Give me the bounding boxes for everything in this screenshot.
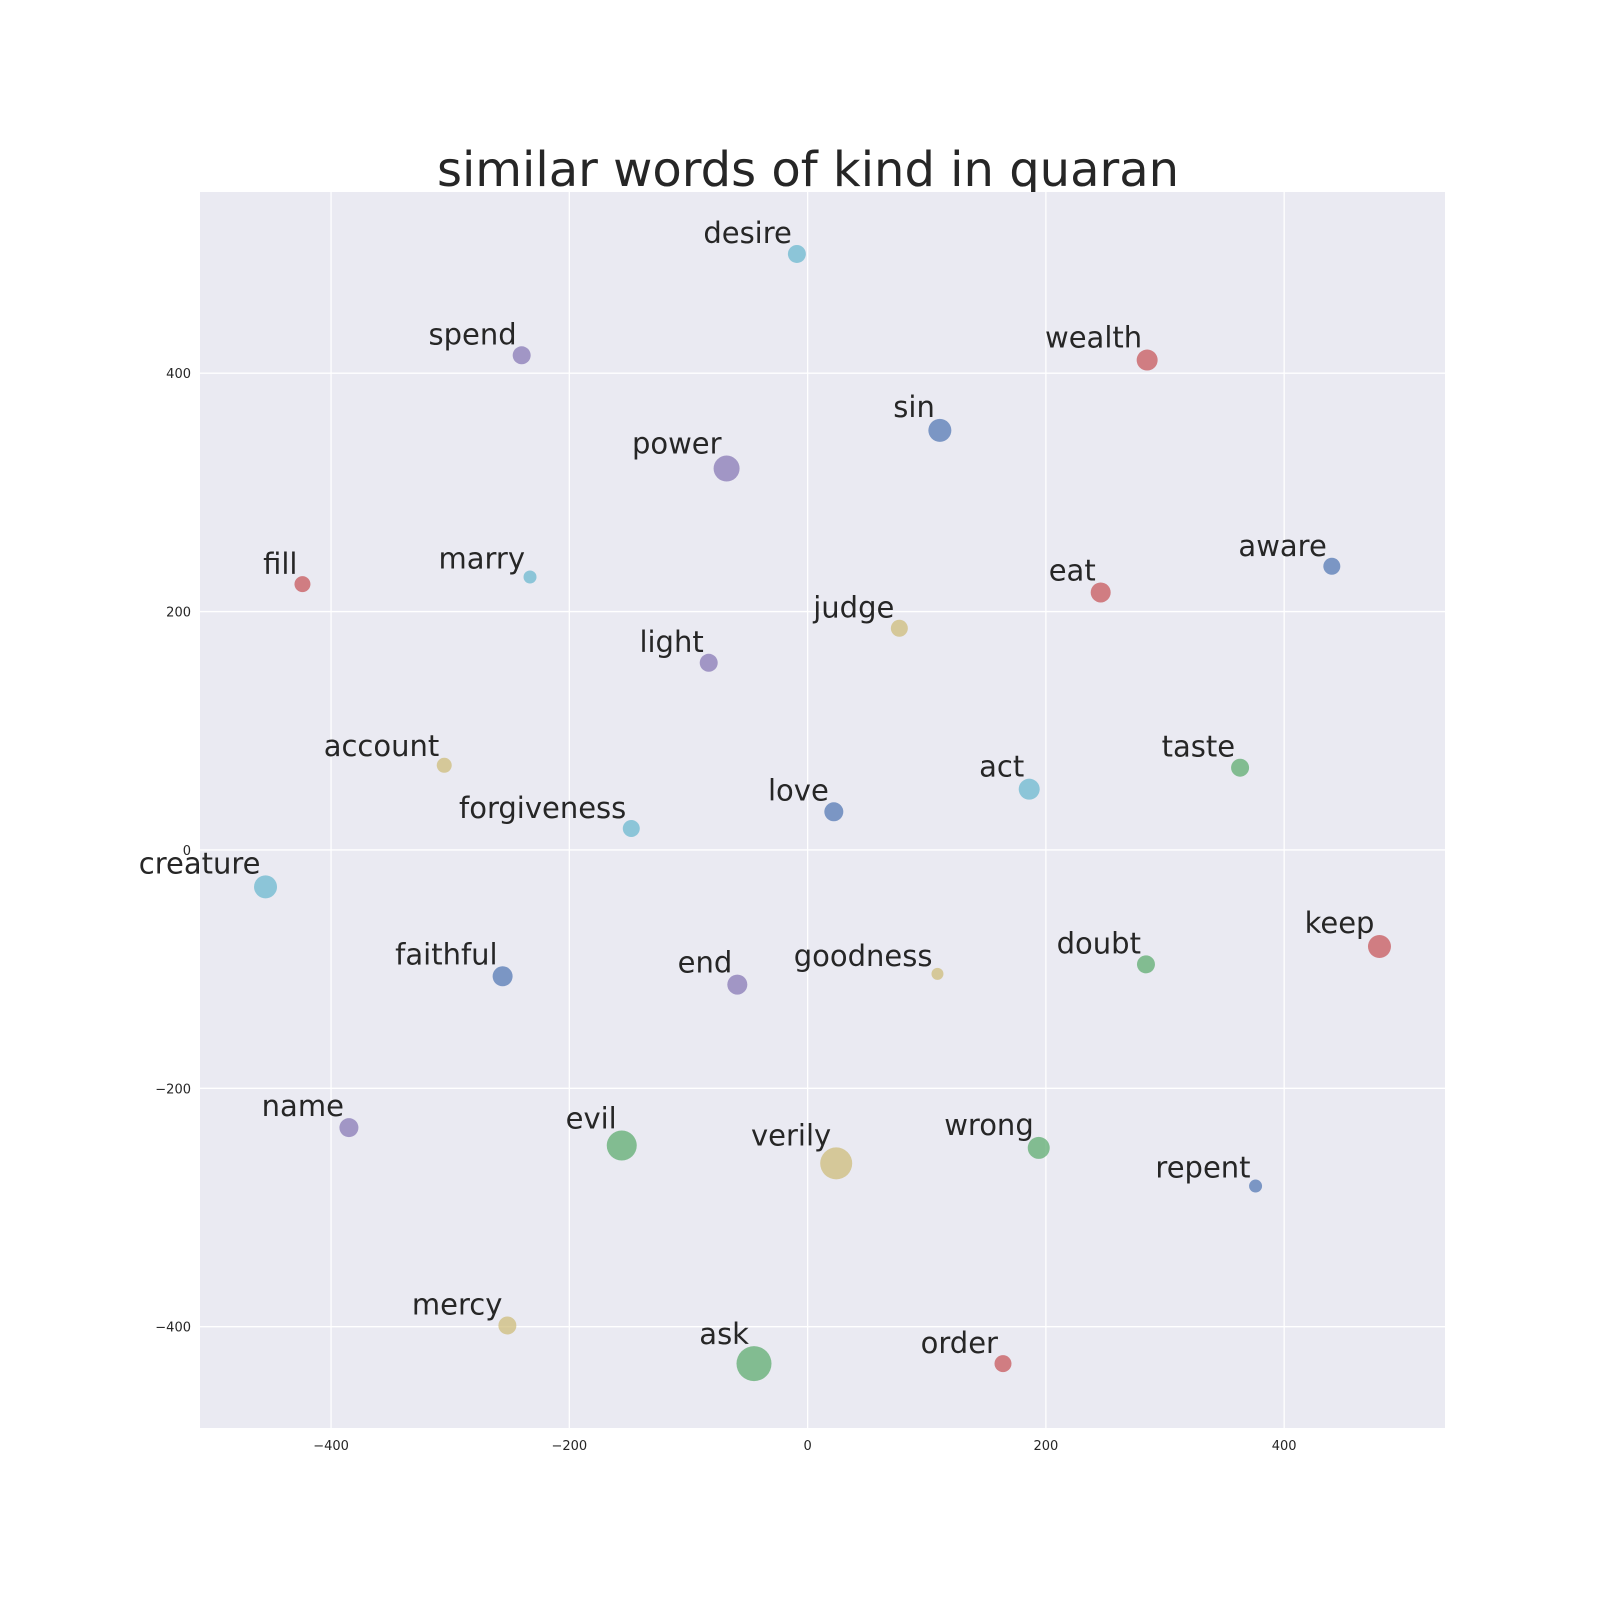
data-label-doubt: doubt [1057,926,1141,960]
data-label-creature: creature [139,846,261,880]
data-label-evil: evil [566,1102,617,1136]
data-point-keep [1367,934,1391,958]
x-tick-label: 400 [1272,1439,1297,1454]
data-label-eat: eat [1049,553,1096,587]
data-point-repent [1249,1179,1263,1193]
data-point-marry [523,570,537,584]
data-label-order: order [921,1326,998,1360]
data-label-ask: ask [699,1317,749,1351]
data-point-taste [1231,758,1250,777]
y-tick-label: 0 [183,844,191,859]
x-tick-label: 0 [803,1439,811,1454]
data-point-love [824,802,844,822]
x-tick-label: −200 [551,1439,587,1454]
data-point-faithful [492,966,513,987]
data-label-marry: marry [438,541,525,575]
y-tick-label: 200 [166,606,191,621]
y-tick-label: 400 [166,367,191,382]
data-point-spend [512,346,531,365]
data-label-mercy: mercy [412,1287,502,1321]
data-point-doubt [1136,955,1155,974]
data-label-goodness: goodness [794,939,933,973]
data-point-verily [820,1147,853,1180]
x-tick-label: −400 [313,1439,349,1454]
data-labels: desire spend wealth sin power fill marry aware e… [139,216,1375,1360]
data-label-taste: taste [1162,730,1235,764]
data-point-wealth [1136,349,1158,371]
data-point-evil [606,1130,637,1161]
data-point-creature [254,875,278,899]
data-point-goodness [931,967,944,980]
data-label-forgiveness: forgiveness [459,791,626,825]
data-points [254,244,1391,1382]
data-label-wealth: wealth [1045,321,1142,355]
data-point-power [713,455,740,482]
plot-area [200,192,1445,1428]
data-label-end: end [678,946,733,980]
data-label-power: power [632,427,722,461]
data-label-light: light [639,625,703,659]
data-label-faithful: faithful [395,937,497,971]
data-point-act [1018,778,1040,800]
data-label-aware: aware [1238,529,1326,563]
data-label-name: name [262,1089,344,1123]
data-label-spend: spend [429,317,517,351]
data-label-wrong: wrong [944,1108,1034,1142]
data-point-eat [1090,582,1111,603]
data-label-keep: keep [1305,906,1375,940]
data-label-verily: verily [751,1118,831,1152]
data-point-wrong [1027,1136,1050,1159]
data-label-desire: desire [703,216,792,250]
data-point-ask [736,1346,772,1382]
data-point-end [727,974,748,995]
y-tick-label: −200 [155,1082,191,1097]
data-label-love: love [768,773,829,807]
data-point-sin [928,418,952,442]
data-point-light [699,653,718,672]
data-label-judge: judge [812,591,894,625]
data-point-fill [294,576,311,593]
data-point-aware [1323,557,1341,575]
data-point-name [339,1118,359,1138]
data-label-account: account [324,729,440,763]
grid-lines [200,192,1445,1428]
y-tick-label: −400 [155,1321,191,1336]
x-tick-label: 200 [1033,1439,1058,1454]
data-label-repent: repent [1155,1151,1250,1185]
chart-title: similar words of kind in quaran [437,142,1179,198]
data-label-act: act [979,750,1024,784]
data-point-account [436,757,452,773]
data-point-order [994,1355,1012,1373]
data-label-fill: fill [263,547,297,581]
data-point-forgiveness [622,819,640,837]
data-point-desire [787,244,806,263]
data-label-sin: sin [893,390,935,424]
data-point-mercy [498,1316,517,1335]
data-point-judge [890,619,908,637]
axis-ticks: −400 −200 0 200 400 −400 −200 0 200 400 [155,367,1296,1454]
